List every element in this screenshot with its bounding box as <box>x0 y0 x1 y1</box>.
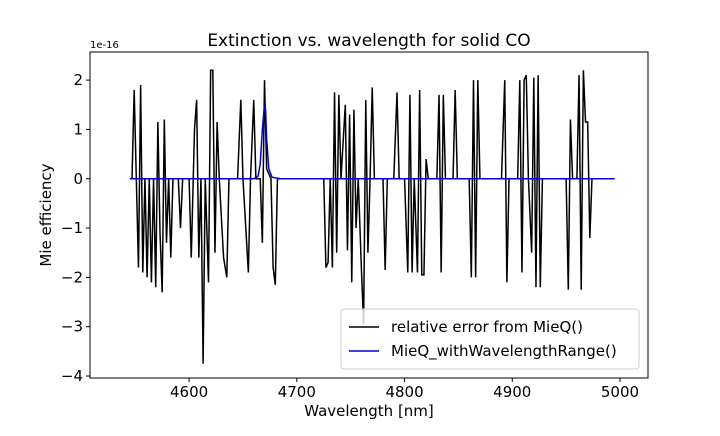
x-tick-label: 5000 <box>601 383 639 401</box>
x-tick-label: 4700 <box>278 383 316 401</box>
y-axis-label: Mie efficiency <box>37 163 55 266</box>
x-tick-label: 4800 <box>385 383 423 401</box>
y-tick-label: 0 <box>73 170 83 188</box>
y-tick-label: 2 <box>73 71 83 89</box>
chart-title: Extinction vs. wavelength for solid CO <box>207 31 530 51</box>
x-tick-label: 4600 <box>170 383 208 401</box>
legend-box <box>340 308 640 370</box>
y-tick-label: −4 <box>61 367 83 385</box>
legend-label: relative error from MieQ() <box>391 318 583 336</box>
y-offset-label: 1e-16 <box>90 40 119 51</box>
series-line <box>129 104 615 180</box>
x-tick-label: 4900 <box>493 383 531 401</box>
x-axis-label: Wavelength [nm] <box>304 402 434 420</box>
plot-frame <box>89 51 649 379</box>
y-tick-label: −3 <box>61 318 83 336</box>
y-tick-label: −1 <box>61 219 83 237</box>
y-tick-label: 1 <box>73 120 83 138</box>
legend-label: MieQ_withWavelengthRange() <box>391 342 617 361</box>
y-tick-label: −2 <box>61 268 83 286</box>
